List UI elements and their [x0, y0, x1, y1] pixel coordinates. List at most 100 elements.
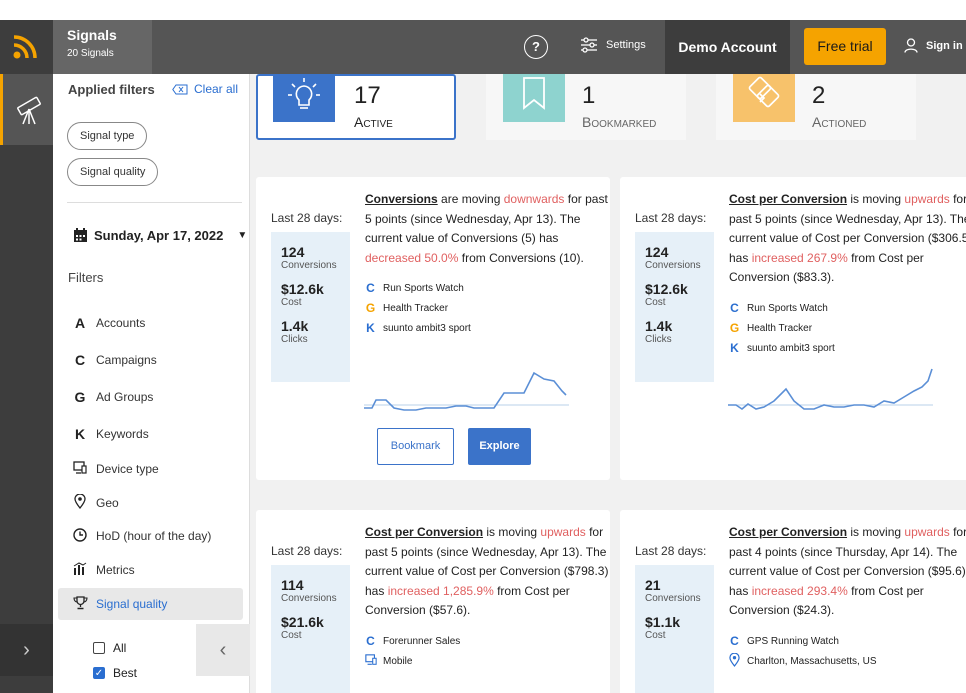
entity-device[interactable]: Mobile	[365, 651, 460, 671]
period-label: Last 28 days:	[635, 544, 707, 558]
metric-link[interactable]: Cost per Conversion	[729, 525, 848, 539]
active-label: Active	[354, 114, 393, 130]
metric-link[interactable]: Cost per Conversion	[365, 525, 484, 539]
campaigns-icon: C	[74, 352, 86, 368]
signal-count: 20 Signals	[67, 48, 114, 59]
keywords-icon: K	[74, 426, 86, 442]
help-button[interactable]: ?	[524, 35, 548, 59]
filter-signal-quality[interactable]: Signal quality	[58, 588, 243, 620]
signal-description: Cost per Conversion is moving upwards fo…	[729, 192, 966, 284]
metrics-panel: 114 Conversions $21.6k Cost	[271, 565, 350, 693]
chip-signal-type[interactable]: Signal type	[67, 122, 148, 150]
geo-pin-icon	[729, 652, 740, 670]
entity-campaign[interactable]: C GPS Running Watch	[730, 634, 839, 648]
settings-label: Settings	[606, 39, 646, 51]
expand-rail-button[interactable]: ›	[0, 624, 53, 676]
filter-geo[interactable]: Geo	[73, 487, 243, 519]
filter-label: Campaigns	[96, 353, 157, 367]
rss-icon	[13, 35, 37, 59]
telescope-icon	[17, 96, 41, 125]
checkbox-all[interactable]	[93, 642, 105, 654]
active-count: 17	[354, 82, 381, 109]
metric-link[interactable]: Cost per Conversion	[729, 192, 848, 206]
entity-campaign[interactable]: C Run Sports Watch	[730, 301, 828, 315]
device-icon	[365, 653, 377, 669]
metric-conversions: 124 Conversions	[645, 244, 701, 271]
metric-cost: $12.6k Cost	[645, 281, 688, 308]
checkbox-best[interactable]: ✓	[93, 667, 105, 679]
signals-logo[interactable]	[0, 20, 53, 74]
keyword-icon: K	[366, 321, 375, 335]
option-label: All	[113, 641, 127, 655]
date-picker[interactable]: Sunday, Apr 17, 2022 ▼	[73, 228, 247, 243]
filter-hod[interactable]: HoD (hour of the day)	[73, 520, 243, 552]
chip-signal-quality[interactable]: Signal quality	[67, 158, 159, 186]
bookmark-icon	[503, 74, 565, 122]
signal-card: Last 28 days: 114 Conversions $21.6k Cost …	[256, 510, 610, 693]
campaign-icon: C	[730, 634, 739, 648]
entity-ad-group[interactable]: G Health Tracker	[729, 321, 813, 335]
free-trial-button[interactable]: Free trial	[804, 28, 886, 65]
filter-accounts[interactable]: A Accounts	[73, 307, 243, 339]
calendar-icon	[74, 228, 87, 242]
filter-label: Device type	[96, 462, 159, 476]
option-all[interactable]: All	[93, 641, 126, 655]
entity-geo[interactable]: Charlton, Massachusetts, US	[729, 651, 877, 671]
left-rail: ›	[0, 74, 53, 693]
explore-button[interactable]: Explore	[468, 428, 531, 465]
signal-card: Last 28 days: 124 Conversions $12.6k Cost …	[256, 177, 610, 480]
entity-list: C Forerunner Sales Mobile	[365, 631, 460, 671]
demo-account-button[interactable]: Demo Account	[665, 20, 790, 74]
entity-campaign[interactable]: C Forerunner Sales	[366, 634, 461, 648]
filter-keywords[interactable]: K Keywords	[73, 418, 243, 450]
option-best[interactable]: ✓ Best	[93, 666, 137, 680]
filters-title: Filters	[68, 270, 104, 285]
ad-group-icon: G	[729, 321, 740, 335]
metrics-panel: 124 Conversions $12.6k Cost 1.4k Clicks	[271, 232, 350, 382]
stat-bookmarked[interactable]: 1 Bookmarked	[486, 74, 686, 140]
metric-clicks: 1.4k Clicks	[281, 318, 309, 345]
filter-label: Accounts	[96, 316, 146, 330]
filter-metrics[interactable]: Metrics	[73, 554, 243, 586]
option-label: Best	[113, 666, 138, 680]
bookmark-button[interactable]: Bookmark	[377, 428, 454, 465]
applied-filters-title: Applied filters	[68, 82, 155, 97]
filter-label: Keywords	[96, 427, 149, 441]
campaign-icon: C	[730, 301, 739, 315]
app-title: Signals	[67, 27, 117, 43]
stat-actioned[interactable]: 2 Actioned	[716, 74, 916, 140]
filter-label: Geo	[96, 496, 119, 510]
metric-cost: $1.1k Cost	[645, 614, 681, 641]
ad-groups-icon: G	[74, 389, 86, 405]
filter-ad-groups[interactable]: G Ad Groups	[73, 381, 243, 413]
geo-pin-icon	[73, 493, 87, 512]
sign-in-button[interactable]: Sign in	[904, 38, 963, 53]
collapse-sidebar-button[interactable]: ‹	[196, 624, 250, 676]
signal-card: Last 28 days: 124 Conversions $12.6k Cost …	[620, 177, 966, 480]
entity-campaign[interactable]: C Run Sports Watch	[366, 281, 464, 295]
metric-link[interactable]: Conversions	[365, 192, 438, 206]
trend-sparkline	[728, 368, 933, 410]
stat-active[interactable]: 17 Active	[256, 74, 456, 140]
filter-campaigns[interactable]: C Campaigns	[73, 344, 243, 376]
settings-button[interactable]: Settings	[580, 37, 646, 53]
entity-ad-group[interactable]: G Health Tracker	[365, 301, 449, 315]
filter-device-type[interactable]: Device type	[73, 453, 243, 485]
filter-sidebar: Applied filters Clear all Signal type Si…	[53, 74, 250, 693]
trend-sparkline	[364, 371, 569, 411]
app-title-block[interactable]: Signals 20 Signals	[53, 20, 152, 74]
device-icon	[73, 460, 87, 478]
rail-item-signals[interactable]	[0, 74, 53, 145]
user-icon	[904, 38, 918, 53]
campaign-icon: C	[366, 634, 375, 648]
metric-cost: $21.6k Cost	[281, 614, 324, 641]
metric-conversions: 114 Conversions	[281, 577, 337, 604]
actioned-label: Actioned	[812, 114, 867, 130]
filter-label: Ad Groups	[96, 390, 154, 404]
clear-all-button[interactable]: Clear all	[172, 82, 238, 96]
signal-card: Last 28 days: 21 Conversions $1.1k Cost Co…	[620, 510, 966, 693]
date-value: Sunday, Apr 17, 2022	[94, 228, 224, 243]
